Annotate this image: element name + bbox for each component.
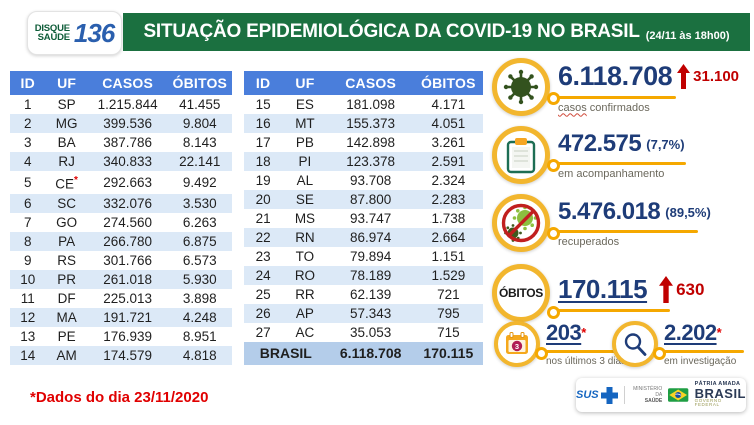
- col-obitos: ÓBITOS: [413, 71, 483, 95]
- accent-underline: [547, 158, 686, 172]
- confirmed-delta: 31.100: [693, 67, 740, 85]
- up-arrow-icon: [677, 63, 691, 89]
- last3days-label: nos últimos 3 dias: [546, 356, 627, 367]
- table-row: 18 PI 123.378 2.591: [244, 152, 483, 171]
- clipboard-icon: [492, 126, 550, 184]
- table-row: 25 RR 62.139 721: [255, 287, 460, 302]
- table-row: 10 PR 261.018 5.930: [10, 269, 232, 289]
- table-row: 7 GO 274.560 6.263: [24, 214, 217, 230]
- accent-underline: [547, 92, 676, 105]
- col-id: ID: [244, 71, 283, 95]
- col-casos: CASOS: [87, 71, 168, 95]
- disque-saude-label: DISQUE SAÚDE: [34, 23, 70, 43]
- stat-confirmed-cases: 6.118.708 31.100 casos confirmados: [492, 58, 739, 116]
- table-row: 15 ES 181.098 4.171: [255, 97, 466, 112]
- stat-monitoring: 472.575 (7,7%) em acompanhamento: [492, 126, 686, 184]
- recovered-value: 5.476.018: [558, 198, 661, 225]
- stat-investigation: 2.202 * em investigação: [612, 320, 744, 367]
- total-label: BRASIL: [259, 345, 312, 361]
- table-row: 4 RJ 340.833 22.141: [10, 152, 232, 171]
- table-row: 12 MA 191.721 4.248: [10, 307, 232, 327]
- no-virus-icon: [492, 194, 550, 252]
- up-arrow-icon: [659, 276, 674, 303]
- table-row: 3 BA 387.786 8.143: [24, 135, 217, 150]
- virus-icon: [492, 58, 550, 116]
- table-row: 1 SP 1.215.844 41.455: [24, 97, 221, 112]
- update-timestamp: (24/11 às 18h00): [645, 29, 730, 42]
- accent-underline: [535, 346, 634, 360]
- stat-deaths: ÓBITOS 170.115 630: [492, 264, 704, 322]
- deaths-delta: 630: [676, 279, 705, 299]
- disque-saude-logo: DISQUE SAÚDE 136: [27, 11, 122, 55]
- sus-cross-icon: [600, 386, 618, 404]
- monitoring-value: 472.575: [558, 130, 642, 157]
- col-id: ID: [10, 71, 46, 95]
- table-row: 16 MT 155.373 4.051: [244, 114, 483, 133]
- investigation-value: 2.202: [664, 320, 717, 345]
- table-row: 22 RN 86.974 2.664: [244, 228, 483, 247]
- table-row: 20 SE 87.800 2.283: [244, 190, 483, 209]
- brazil-flag-icon: [668, 388, 689, 402]
- table-header-row: ID UF CASOS ÓBITOS: [10, 71, 232, 95]
- disque-saude-number: 136: [73, 17, 115, 48]
- table-row: 19 AL 93.708 2.324: [255, 173, 466, 188]
- total-casos: 6.118.708: [339, 345, 402, 361]
- footnote-asterisk: *: [74, 175, 78, 186]
- table-row: 21 MS 93.747 1.738: [255, 211, 466, 226]
- table-row: 26 AP 57.343 795: [244, 304, 483, 323]
- patria-amada-brasil: PÁTRIA AMADA BRASIL GOVERNO FEDERAL: [694, 381, 746, 408]
- page-title-banner: SITUAÇÃO EPIDEMIOLÓGICA DA COVID-19 NO B…: [123, 13, 750, 51]
- table-row: 11 DF 225.013 3.898: [20, 290, 217, 306]
- monitoring-label: em acompanhamento: [558, 168, 665, 180]
- accent-underline: [547, 305, 670, 319]
- recovered-label: recuperados: [558, 236, 620, 248]
- table-row: 2 MG 399.536 9.804: [10, 114, 232, 133]
- table-row: 14 AM 174.579 4.818: [10, 345, 232, 365]
- government-logos: SUS MINISTÉRIO DA SAÚDE PÁTRIA AMADA BRAS…: [576, 378, 746, 412]
- last3days-value: 203: [546, 320, 582, 345]
- ministry-label: MINISTÉRIO DA SAÚDE: [633, 386, 663, 404]
- accent-underline: [653, 346, 744, 360]
- confirmed-value: 6.118.708: [558, 60, 673, 91]
- svg-text:3: 3: [515, 342, 519, 351]
- states-table-left: ID UF CASOS ÓBITOS 1 SP 1.215.844 41.455 2 MG…: [10, 71, 232, 365]
- states-table-right: ID UF CASOS ÓBITOS 15 ES 181.098 4.171 16 MT 1…: [244, 71, 483, 365]
- deaths-value: 170.115: [558, 274, 648, 304]
- page-title: SITUAÇÃO EPIDEMIOLÓGICA DA COVID-19 NO B…: [143, 21, 640, 42]
- sus-logo: SUS: [576, 386, 618, 404]
- data-date-footnote: *Dados do dia 23/11/2020: [30, 389, 209, 406]
- table-row: 6 SC 332.076 3.530: [10, 193, 232, 213]
- col-casos: CASOS: [327, 71, 414, 95]
- total-obitos: 170.115: [423, 345, 474, 361]
- table-row: 27 AC 35.053 715: [255, 325, 460, 340]
- col-uf: UF: [282, 71, 328, 95]
- table-row: 9 RS 301.766 6.573: [24, 252, 217, 268]
- col-obitos: ÓBITOS: [167, 71, 232, 95]
- stat-last-3-days: 3 203 * nos últimos 3 dias: [494, 320, 634, 367]
- obitos-circle: ÓBITOS: [492, 264, 550, 322]
- col-uf: UF: [45, 71, 88, 95]
- monitoring-percent: (7,7%): [646, 136, 685, 152]
- table-row: 23 TO 79.894 1.151: [255, 249, 466, 264]
- table-row: 8 PA 266.780 6.875: [10, 231, 232, 251]
- stat-recovered: 5.476.018 (89,5%) recuperados: [492, 194, 711, 252]
- brasil-total-row: BRASIL 6.118.708 170.115: [244, 342, 483, 365]
- divider: [623, 386, 625, 404]
- recovered-percent: (89,5%): [665, 204, 711, 220]
- calendar-icon: 3: [494, 320, 540, 367]
- table-header-row: ID UF CASOS ÓBITOS: [244, 71, 483, 95]
- table-row: 13 PE 176.939 8.951: [20, 328, 217, 344]
- table-row: 5 CE* 292.663 9.492: [24, 174, 217, 192]
- accent-underline: [547, 226, 698, 240]
- table-row: 17 PB 142.898 3.261: [255, 135, 466, 150]
- investigation-label: em investigação: [664, 356, 737, 367]
- magnifier-icon: [612, 320, 658, 367]
- table-row: 24 RO 78.189 1.529: [244, 266, 483, 285]
- confirmed-label: casos confirmados: [558, 101, 650, 114]
